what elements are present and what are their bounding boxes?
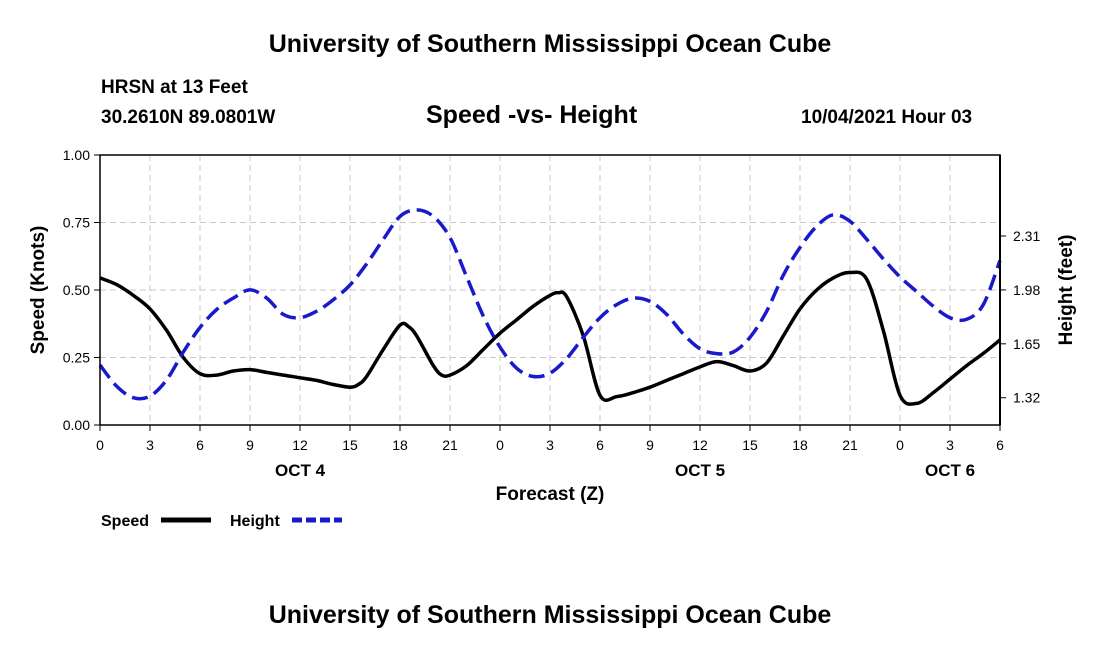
x-tick-label: 0 [896,437,904,453]
y-tick-label: 1.00 [63,147,90,163]
chart-title-top: University of Southern Mississippi Ocean… [268,30,832,58]
speed-series-line [99,270,1002,406]
x-tick-label: 21 [442,437,458,453]
x-tick-label: 9 [246,437,254,453]
datetime-label: 10/04/2021 Hour 03 [801,107,973,128]
day-label: OCT 4 [275,461,326,480]
x-tick-label: 3 [546,437,554,453]
y-tick-label: 0.50 [63,282,90,298]
y2-tick-label: 1.65 [1013,336,1040,352]
y2-tick-label: 2.31 [1013,228,1040,244]
axis-ticks: 0 3 6 9 12 15 18 21 0 3 6 9 12 15 18 21 0 3 6 0.00 0.25 0.50 0… [63,147,1041,480]
x-tick-label: 0 [96,437,104,453]
x-tick-label: 6 [196,437,204,453]
height-series-line [98,208,1002,401]
x-tick-label: 18 [392,437,408,453]
legend-height-label: Height [230,513,280,530]
y-tick-label: 0.75 [63,215,90,231]
x-tick-label: 6 [996,437,1004,453]
legend-speed-label: Speed [101,513,149,530]
location-label: 30.2610N 89.0801W [101,107,276,128]
day-label: OCT 6 [925,461,975,480]
series-lines [98,208,1002,406]
x-tick-label: 3 [146,437,154,453]
x-tick-label: 6 [596,437,604,453]
day-label: OCT 5 [675,461,725,480]
x-tick-label: 15 [742,437,758,453]
y2-tick-label: 1.98 [1013,282,1040,298]
x-tick-label: 21 [842,437,858,453]
legend: Speed Height [101,513,342,530]
grid-lines [100,155,1000,425]
x-tick-label: 18 [792,437,808,453]
x-tick-label: 3 [946,437,954,453]
chart-title-bottom: University of Southern Mississippi Ocean… [268,601,832,629]
y2-tick-label: 1.32 [1013,390,1040,406]
x-tick-label: 15 [342,437,358,453]
y2-axis-label: Height (feet) [1056,235,1077,346]
x-axis-label: Forecast (Z) [496,484,605,505]
y-axis-label: Speed (Knots) [28,226,49,355]
chart-subtitle: Speed -vs- Height [426,101,638,129]
y-tick-label: 0.25 [63,350,90,366]
station-label: HRSN at 13 Feet [101,77,248,98]
y-tick-label: 0.00 [63,417,90,433]
x-tick-label: 12 [292,437,308,453]
x-tick-label: 9 [646,437,654,453]
x-tick-label: 0 [496,437,504,453]
x-tick-label: 12 [692,437,708,453]
